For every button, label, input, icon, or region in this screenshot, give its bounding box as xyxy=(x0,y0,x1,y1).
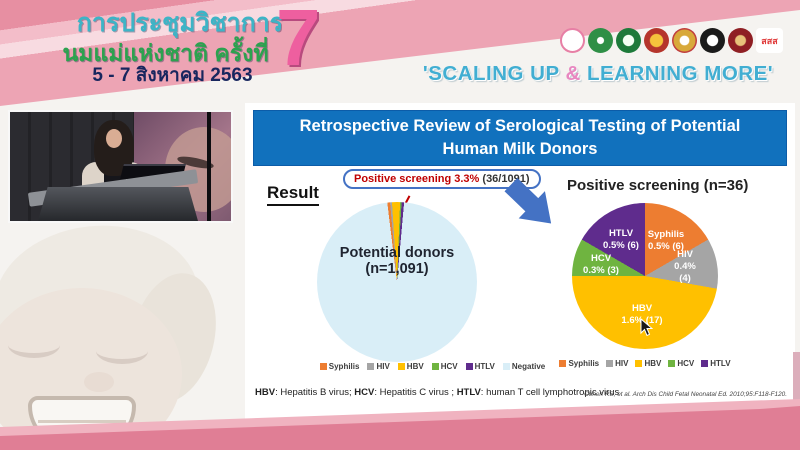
legend-label: HBV xyxy=(644,359,662,368)
baby-left-eye xyxy=(8,332,60,358)
conference-edition-number: 7 xyxy=(276,0,321,82)
green-association-logo-icon xyxy=(588,28,613,53)
legend-label: HIV xyxy=(615,359,629,368)
legend-swatch-negative xyxy=(502,363,510,370)
speaker-webcam-video xyxy=(8,110,233,223)
legend-swatch-htlv xyxy=(465,363,473,370)
legend-swatch-hcv xyxy=(668,360,676,367)
legend-item: Syphilis xyxy=(319,362,360,371)
legend-label: Syphilis xyxy=(568,359,600,368)
reference-citation: Cohen RS, et al. Arch Dis Child Fetal Ne… xyxy=(584,391,787,398)
result-label: Result xyxy=(267,183,319,206)
pie-chart-potential-donors xyxy=(317,202,477,362)
tagline-ampersand: & xyxy=(565,62,581,85)
legend-item: HTLV xyxy=(701,359,731,368)
footnote-hbv: HBV xyxy=(255,387,276,398)
pie-left-center-label: Potential donors (n=1,091) xyxy=(339,245,455,277)
sponsor-logos: สสส xyxy=(560,28,783,53)
royal-college-pediatrics-logo-icon xyxy=(672,28,697,53)
presenter-face xyxy=(106,129,122,148)
red-crest-logo-icon xyxy=(728,28,753,53)
stage-pole xyxy=(207,112,212,221)
legend-swatch-hiv xyxy=(606,360,614,367)
abbreviation-footnote: HBV: Hepatitis B virus; HCV: Hepatitis C… xyxy=(255,387,619,398)
legend-item: HIV xyxy=(367,362,390,371)
footnote-text: : Hepatitis C virus ; xyxy=(374,387,457,398)
conference-tagline: 'SCALING UP & LEARNING MORE' xyxy=(400,62,796,86)
legend-item: Negative xyxy=(502,362,546,371)
tagline-pre: 'SCALING UP xyxy=(422,62,566,85)
legend-label: Negative xyxy=(511,362,546,371)
rajavithi-hospital-logo-icon xyxy=(644,28,669,53)
slice-label-hiv: HIV 0.4% (4) xyxy=(674,249,696,284)
conference-title-line2: นมแม่แห่งชาติ ครั้งที่ xyxy=(62,40,269,66)
legend-label: Syphilis xyxy=(328,362,360,371)
slice-label-hcv: HCV 0.3% (3) xyxy=(583,253,619,276)
pie-left-legend: Syphilis HIV HBV HCV HTLV Negative xyxy=(275,362,590,371)
legend-item: HCV xyxy=(431,362,458,371)
right-edge-pink-strip xyxy=(793,352,800,432)
legend-item: HBV xyxy=(397,362,424,371)
conference-title-line1: การประชุมวิชาการ xyxy=(76,9,284,37)
callout-highlight: Positive screening 3.3% xyxy=(354,173,480,185)
legend-label: HCV xyxy=(677,359,695,368)
background-baby-image xyxy=(0,215,250,450)
breastfeeding-foundation-logo-icon xyxy=(560,28,585,53)
legend-swatch-hbv xyxy=(635,360,643,367)
footnote-text: : human T cell lymphotropic virus xyxy=(480,387,620,398)
slide-title: Retrospective Review of Serological Test… xyxy=(253,110,787,167)
legend-label: HBV xyxy=(406,362,424,371)
pie-right-legend: Syphilis HIV HBV HCV HTLV xyxy=(550,359,740,368)
slice-label-htlv: HTLV 0.5% (6) xyxy=(603,228,639,251)
presentation-slide: Retrospective Review of Serological Test… xyxy=(245,103,795,420)
slice-label-hbv: HBV 1.6% (17) xyxy=(621,303,663,326)
legend-label: HCV xyxy=(440,362,458,371)
public-health-ministry-logo-icon xyxy=(616,28,641,53)
footnote-htlv: HTLV xyxy=(456,387,481,398)
legend-item: HTLV xyxy=(465,362,495,371)
medical-association-logo-icon xyxy=(700,28,725,53)
footnote-hcv: HCV xyxy=(354,387,375,398)
slice-label-syphilis: Syphilis 0.5% (6) xyxy=(647,229,685,252)
legend-item: HIV xyxy=(606,359,628,368)
baby-teeth xyxy=(38,420,126,424)
baby-right-eye xyxy=(96,338,148,364)
conference-date: 5 - 7 สิงหาคม 2563 xyxy=(92,65,253,86)
legend-item: HCV xyxy=(668,359,694,368)
legend-swatch-syphilis xyxy=(319,363,327,370)
positive-screening-callout: Positive screening 3.3% (36/1091) xyxy=(343,169,541,189)
legend-swatch-hiv xyxy=(367,363,375,370)
legend-label: HTLV xyxy=(474,362,495,371)
legend-item: Syphilis xyxy=(559,359,599,368)
footnote-text: : Hepatitis B virus; xyxy=(275,387,355,398)
legend-swatch-hbv xyxy=(397,363,405,370)
baby-nose xyxy=(84,372,114,392)
mouse-cursor-icon xyxy=(640,317,654,342)
tagline-post: LEARNING MORE' xyxy=(580,62,774,85)
legend-swatch-htlv xyxy=(701,360,709,367)
legend-label: HTLV xyxy=(710,359,731,368)
legend-label: HIV xyxy=(376,362,390,371)
legend-item: HBV xyxy=(635,359,661,368)
thai-health-sss-logo-icon: สสส xyxy=(756,28,783,53)
pie-right-title: Positive screening (n=36) xyxy=(567,177,749,194)
podium xyxy=(38,187,198,221)
legend-swatch-syphilis xyxy=(559,360,567,367)
legend-swatch-hcv xyxy=(431,363,439,370)
